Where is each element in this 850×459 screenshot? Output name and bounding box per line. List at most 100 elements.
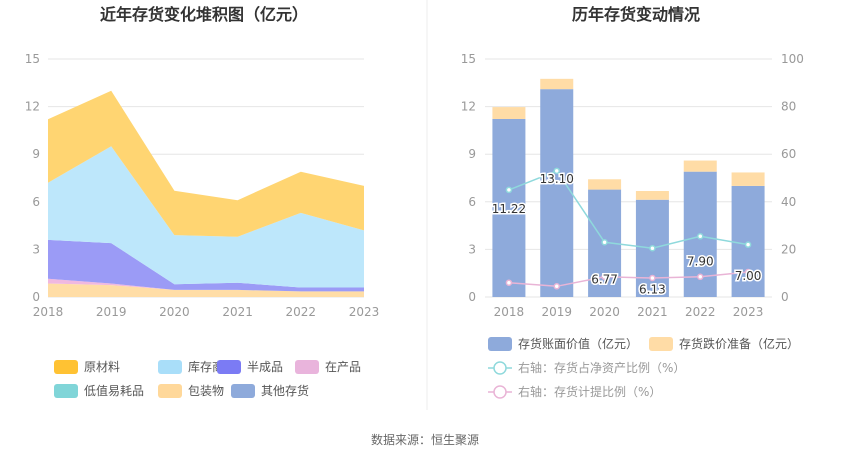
- area-库存商品: [48, 146, 364, 288]
- right-y-tick-label: 6: [468, 195, 476, 209]
- bar-value-label: 13.10: [540, 172, 574, 186]
- right-legend-swatch: [488, 337, 512, 351]
- bar-value-label: 6.77: [591, 273, 618, 287]
- line-point: [553, 167, 560, 175]
- line-point: [601, 273, 608, 281]
- left-y-tick-label: 6: [32, 195, 40, 209]
- right-y-ticks: 0 3 6 9 12 15: [461, 52, 476, 304]
- right-legend-swatch: [649, 337, 673, 351]
- line-point: [505, 186, 513, 194]
- right-x-tick-label: 2019: [541, 305, 572, 319]
- left-y-tick-label: 9: [32, 147, 40, 161]
- right-y-tick-label: 0: [468, 290, 476, 304]
- right-legend-label: 右轴：存货计提比例（%）: [518, 384, 661, 399]
- right-legend-marker: [493, 385, 507, 399]
- right-y2-tick-label: 100: [781, 52, 804, 66]
- left-x-tick-label: 2020: [159, 305, 190, 319]
- right-lines: [505, 167, 752, 290]
- right-legend-label: 存货账面价值（亿元）: [518, 336, 638, 351]
- left-y-tick-label: 15: [25, 52, 40, 66]
- right-y2-tick-label: 40: [781, 195, 796, 209]
- bar-存货账面价值（亿元）: [492, 118, 526, 297]
- line-point: [649, 244, 656, 252]
- left-y-ticks: 0 3 6 9 12 15: [25, 52, 40, 304]
- left-x-tick-label: 2023: [349, 305, 380, 319]
- right-legend-marker: [493, 361, 507, 375]
- right-bar-labels: 11.22 13.10 6.77 6.13 7.90 7.00: [490, 171, 763, 299]
- left-areas: [48, 90, 364, 297]
- bar-存货跌价准备（亿元）: [731, 172, 765, 186]
- line-point: [744, 268, 752, 276]
- right-legend-label: 右轴：存货占净资产比例（%）: [518, 360, 685, 375]
- right-y2-ticks: 0 20 40 60 80 100: [781, 52, 804, 304]
- area-原材料: [48, 90, 364, 237]
- right-legend-label: 存货跌价准备（亿元）: [679, 336, 799, 351]
- bar-存货跌价准备（亿元）: [492, 107, 526, 119]
- line-右轴：存货计提比例（%）: [508, 271, 749, 288]
- line-point: [553, 283, 560, 290]
- left-x-ticks: 2018 2019 2020 2021 2022 2023: [33, 305, 380, 319]
- left-y-tick-label: 3: [32, 242, 40, 256]
- left-legend-swatch: [231, 384, 255, 398]
- area-在产品: [48, 278, 364, 292]
- bar-value-label: 7.00: [735, 269, 762, 283]
- left-y-tick-label: 0: [32, 290, 40, 304]
- left-legend-label: 在产品: [325, 360, 361, 374]
- left-legend-swatch: [54, 360, 78, 374]
- bar-存货跌价准备（亿元）: [635, 191, 669, 200]
- area-半成品: [48, 239, 364, 292]
- right-legend: 存货账面价值（亿元） 存货跌价准备（亿元） 右轴：存货占净资产比例（%） 右轴：存货计…: [488, 336, 799, 399]
- left-legend-label: 半成品: [247, 360, 283, 374]
- left-x-tick-label: 2022: [286, 305, 317, 319]
- left-legend-swatch: [295, 360, 319, 374]
- right-x-ticks: 2018 2019 2020 2021 2022 2023: [494, 305, 764, 319]
- right-y-tick-label: 15: [461, 52, 476, 66]
- left-legend-swatch: [158, 384, 182, 398]
- left-legend-label: 其他存货: [261, 383, 309, 398]
- line-point: [744, 241, 752, 248]
- right-x-tick-label: 2023: [733, 305, 764, 319]
- right-x-tick-label: 2021: [637, 305, 668, 319]
- right-chart: 历年存货变动情况 11.22 13.10 6.77 6.13 7.90 7.00 0 3 6 9…: [461, 5, 804, 399]
- right-y-tick-label: 12: [461, 100, 476, 114]
- line-point: [697, 273, 704, 281]
- left-legend-label: 原材料: [84, 360, 120, 374]
- data-source: 数据来源：恒生聚源: [371, 432, 479, 447]
- line-point: [649, 274, 656, 282]
- bar-存货跌价准备（亿元）: [588, 179, 622, 190]
- line-point: [601, 239, 608, 246]
- right-y-tick-label: 9: [468, 147, 476, 161]
- bar-存货账面价值（亿元）: [540, 89, 574, 297]
- right-y2-tick-label: 60: [781, 147, 796, 161]
- bar-存货跌价准备（亿元）: [540, 78, 574, 90]
- left-x-tick-label: 2021: [222, 305, 253, 319]
- right-gridlines: [485, 58, 772, 298]
- right-y2-tick-label: 0: [781, 290, 789, 304]
- left-x-tick-label: 2018: [33, 305, 64, 319]
- right-x-tick-label: 2020: [589, 305, 620, 319]
- line-右轴：存货占净资产比例（%）: [508, 169, 749, 249]
- left-legend-swatch: [158, 360, 182, 374]
- left-legend-label: 包装物: [188, 384, 224, 398]
- bar-存货跌价准备（亿元）: [683, 160, 717, 172]
- right-chart-title: 历年存货变动情况: [572, 5, 700, 24]
- left-x-tick-label: 2019: [96, 305, 127, 319]
- left-legend-swatch: [54, 384, 78, 398]
- bar-value-label: 6.13: [639, 283, 666, 297]
- left-y-tick-label: 12: [25, 100, 40, 114]
- left-chart-title: 近年存货变化堆积图（亿元）: [100, 5, 308, 24]
- right-y2-tick-label: 80: [781, 100, 796, 114]
- left-legend-label: 低值易耗品: [84, 383, 144, 398]
- right-x-tick-label: 2022: [685, 305, 716, 319]
- right-x-tick-label: 2018: [494, 305, 525, 319]
- right-bars: [492, 78, 765, 297]
- line-point: [505, 279, 513, 286]
- bar-value-label: 7.90: [687, 255, 714, 269]
- left-legend-swatch: [217, 360, 241, 374]
- line-point: [697, 233, 704, 240]
- area-包装物: [48, 283, 364, 297]
- right-y2-tick-label: 20: [781, 242, 796, 256]
